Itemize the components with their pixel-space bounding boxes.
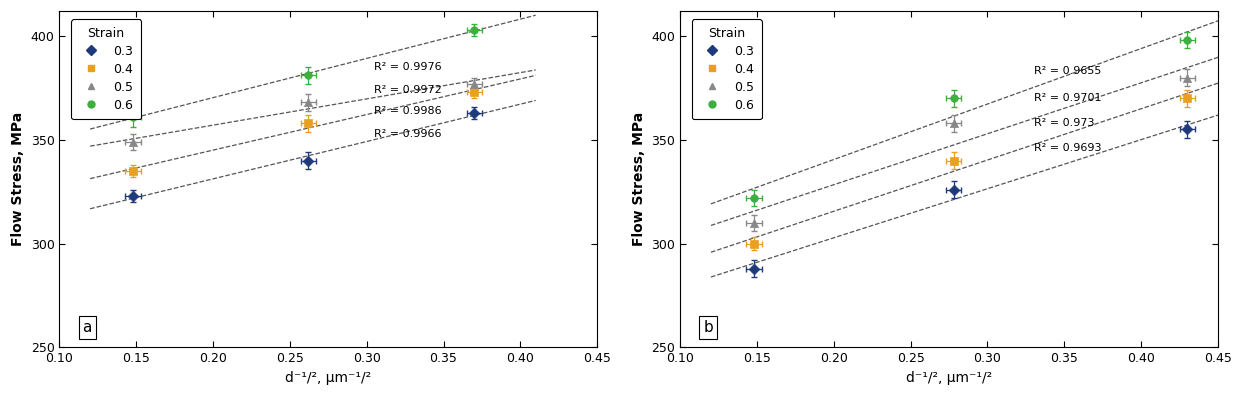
Text: R² = 0.9972: R² = 0.9972: [374, 85, 443, 95]
Point: [465, 110, 485, 116]
Point: [1177, 74, 1197, 81]
Point: [123, 139, 143, 145]
Point: [123, 114, 143, 120]
Point: [943, 95, 963, 101]
Point: [943, 120, 963, 126]
Point: [465, 27, 485, 33]
Point: [745, 265, 764, 272]
Point: [298, 99, 318, 106]
Y-axis label: Flow Stress, MPa: Flow Stress, MPa: [631, 112, 646, 246]
Point: [1177, 95, 1197, 101]
X-axis label: d⁻¹/², μm⁻¹/²: d⁻¹/², μm⁻¹/²: [285, 371, 372, 385]
Point: [745, 220, 764, 226]
Text: R² = 0.9655: R² = 0.9655: [1034, 66, 1101, 76]
Point: [123, 193, 143, 199]
Point: [298, 120, 318, 126]
Point: [465, 81, 485, 87]
Text: b: b: [704, 320, 713, 335]
Point: [298, 72, 318, 79]
Text: R² = 0.9976: R² = 0.9976: [374, 62, 443, 72]
Point: [943, 187, 963, 193]
Legend: 0.3, 0.4, 0.5, 0.6: 0.3, 0.4, 0.5, 0.6: [692, 19, 762, 119]
Point: [1177, 126, 1197, 133]
Text: R² = 0.973: R² = 0.973: [1034, 118, 1094, 128]
Text: R² = 0.9986: R² = 0.9986: [374, 106, 443, 116]
Text: a: a: [82, 320, 92, 335]
Text: R² = 0.9966: R² = 0.9966: [374, 129, 441, 139]
Point: [745, 195, 764, 201]
Text: R² = 0.9701: R² = 0.9701: [1034, 93, 1101, 103]
Point: [1177, 37, 1197, 43]
Legend: 0.3, 0.4, 0.5, 0.6: 0.3, 0.4, 0.5, 0.6: [71, 19, 140, 119]
Text: R² = 0.9693: R² = 0.9693: [1034, 143, 1101, 153]
Point: [745, 240, 764, 247]
X-axis label: d⁻¹/², μm⁻¹/²: d⁻¹/², μm⁻¹/²: [906, 371, 992, 385]
Y-axis label: Flow Stress, MPa: Flow Stress, MPa: [11, 112, 25, 246]
Point: [298, 158, 318, 164]
Point: [465, 89, 485, 95]
Point: [123, 168, 143, 174]
Point: [943, 158, 963, 164]
